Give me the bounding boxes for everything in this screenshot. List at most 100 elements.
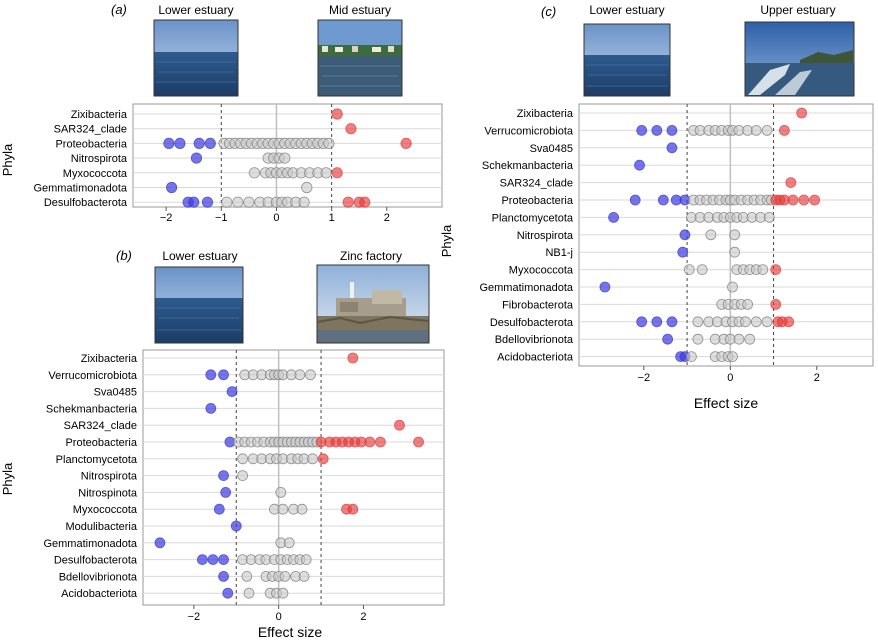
data-point bbox=[196, 554, 208, 565]
data-point bbox=[305, 369, 316, 381]
data-point bbox=[218, 369, 229, 381]
x-tick-label: −2 bbox=[160, 212, 173, 224]
data-point bbox=[742, 298, 754, 310]
data-point bbox=[733, 333, 745, 345]
data-point bbox=[750, 124, 762, 136]
data-point bbox=[205, 402, 217, 414]
category-label: Proteobacteria bbox=[55, 138, 127, 150]
data-point bbox=[686, 351, 697, 363]
data-point bbox=[740, 316, 751, 328]
data-point bbox=[204, 137, 216, 149]
data-point bbox=[666, 316, 678, 328]
data-point bbox=[347, 503, 359, 515]
data-point bbox=[727, 351, 738, 363]
data-point bbox=[413, 436, 424, 448]
data-point bbox=[608, 211, 619, 223]
data-point bbox=[232, 196, 244, 208]
data-point bbox=[599, 281, 611, 293]
data-point bbox=[634, 159, 645, 171]
data-point bbox=[323, 137, 335, 149]
category-label: Planctomycetota bbox=[492, 212, 574, 224]
data-point bbox=[662, 333, 674, 345]
data-point bbox=[220, 486, 232, 498]
panel-c-label: (c) bbox=[541, 4, 556, 19]
data-point bbox=[345, 123, 357, 135]
data-point bbox=[683, 264, 695, 276]
data-point bbox=[636, 124, 648, 136]
data-point bbox=[296, 503, 308, 515]
category-label: Myxococcota bbox=[509, 265, 574, 277]
panel-c-photo-right bbox=[744, 21, 855, 97]
data-point bbox=[394, 419, 405, 431]
data-point bbox=[778, 124, 790, 136]
data-point bbox=[277, 503, 289, 515]
category-label: Fibrobacterota bbox=[502, 299, 574, 311]
data-point bbox=[692, 316, 704, 328]
category-label: Gemmatimonadota bbox=[479, 282, 573, 294]
category-label: Gemmatimonadota bbox=[43, 538, 137, 550]
category-label: Desulfobacterota bbox=[490, 317, 574, 329]
category-label: Nitrospirota bbox=[81, 471, 138, 483]
data-point bbox=[221, 196, 233, 208]
data-point bbox=[744, 333, 756, 345]
panel-b-xlabel: Effect size bbox=[258, 624, 323, 640]
data-point bbox=[629, 194, 641, 206]
data-point bbox=[307, 453, 318, 465]
category-label: Desulfobacterota bbox=[44, 197, 128, 209]
panel-c-photo-left bbox=[583, 23, 671, 97]
data-point bbox=[692, 333, 704, 345]
category-label: Sva0485 bbox=[530, 143, 573, 155]
category-label: Gemmatimonadota bbox=[33, 183, 127, 195]
data-point bbox=[783, 316, 795, 328]
data-point bbox=[679, 229, 691, 241]
data-point bbox=[279, 571, 291, 582]
data-point bbox=[298, 571, 310, 582]
panel-b-photo-left-caption: Lower estuary bbox=[162, 249, 237, 263]
data-point bbox=[300, 554, 312, 565]
data-point bbox=[154, 537, 166, 549]
data-point bbox=[342, 196, 354, 208]
data-point bbox=[331, 167, 343, 179]
data-point bbox=[174, 137, 186, 149]
data-point bbox=[359, 196, 371, 208]
category-label: Desulfobacterota bbox=[54, 555, 138, 567]
data-point bbox=[651, 124, 663, 136]
x-tick-label: 0 bbox=[276, 611, 282, 623]
data-point bbox=[283, 537, 295, 549]
x-tick-label: 2 bbox=[360, 611, 366, 623]
category-label: Zixibacteria bbox=[81, 353, 138, 365]
panel-b-photo-right bbox=[316, 264, 430, 344]
data-point bbox=[241, 571, 253, 582]
data-point bbox=[696, 264, 708, 276]
category-label: Zixibacteria bbox=[517, 108, 574, 120]
panel-b-photo-right-caption: Zinc factory bbox=[340, 249, 402, 263]
panel-c-ylabel: Phyla bbox=[439, 224, 454, 257]
data-point bbox=[761, 124, 773, 136]
panel-c-chart: Zixibacteria Verrucomicrobiota Sva0485 Sche… bbox=[479, 104, 873, 384]
data-point bbox=[798, 194, 810, 206]
data-point bbox=[666, 124, 678, 136]
panel-c-photo-right-caption: Upper estuary bbox=[760, 3, 835, 17]
x-tick-label: −2 bbox=[638, 372, 651, 384]
x-tick-label: 0 bbox=[727, 372, 733, 384]
data-point bbox=[364, 436, 376, 448]
x-tick-label: 1 bbox=[329, 212, 335, 224]
panel-a: (a) Lower estuary Mid estuary Phyla Zixi… bbox=[0, 2, 443, 224]
panel-b-photo-left bbox=[154, 266, 244, 344]
data-point bbox=[190, 152, 203, 164]
category-label: SAR324_clade bbox=[64, 420, 137, 432]
data-point bbox=[785, 177, 797, 189]
data-point bbox=[705, 229, 717, 241]
data-point bbox=[331, 108, 343, 120]
x-tick-label: −1 bbox=[215, 212, 228, 224]
data-point bbox=[213, 503, 225, 515]
data-point bbox=[218, 470, 229, 482]
data-point bbox=[243, 587, 255, 599]
category-label: NB1-j bbox=[545, 247, 573, 259]
data-point bbox=[729, 246, 741, 258]
data-point bbox=[729, 229, 741, 241]
data-point bbox=[218, 571, 229, 582]
category-label: Modulibacteria bbox=[65, 521, 137, 533]
category-label: Schekmanbacteria bbox=[482, 160, 574, 172]
